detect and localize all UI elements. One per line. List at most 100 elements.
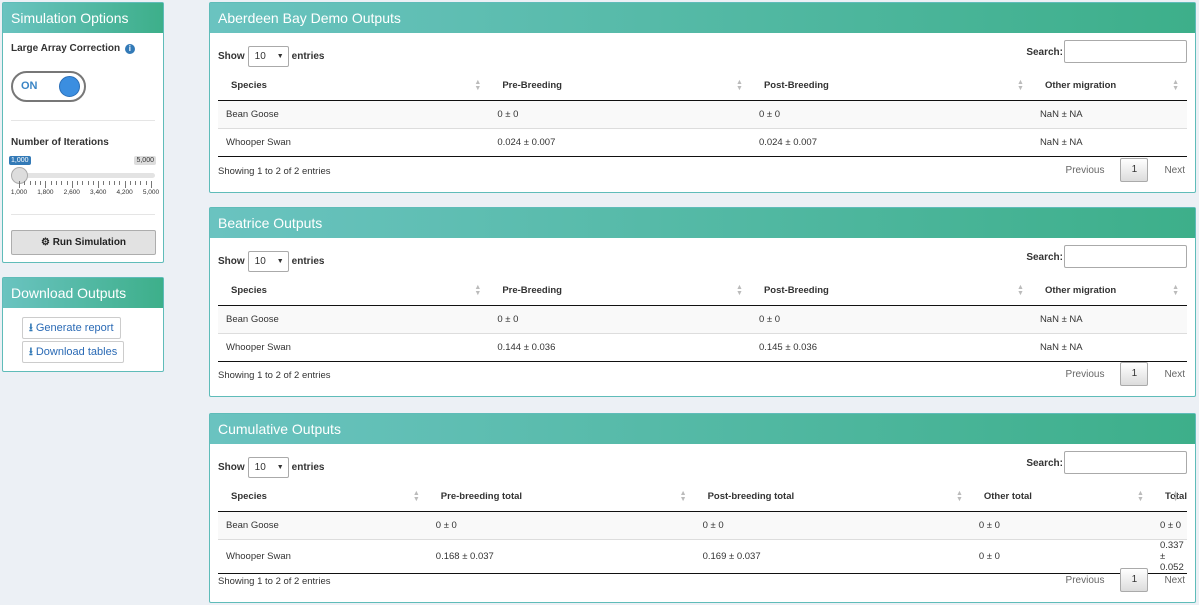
- table-cell: Bean Goose: [218, 305, 490, 334]
- column-header[interactable]: Other migration ▲ ▼: [1031, 276, 1187, 306]
- run-simulation-button[interactable]: ⚙ Run Simulation: [11, 230, 156, 255]
- slider-tick: [55, 181, 57, 185]
- table-cell: NaN ± NA: [1031, 333, 1187, 362]
- next-page-button[interactable]: Next: [1164, 574, 1185, 586]
- column-header-label: Species: [231, 79, 267, 91]
- table-cell: 0.144 ± 0.036: [489, 333, 751, 362]
- next-page-button[interactable]: Next: [1164, 164, 1185, 176]
- search-label: Search:: [1026, 252, 1063, 263]
- table-cell: 0 ± 0: [1151, 511, 1187, 540]
- page-number-button[interactable]: 1: [1120, 568, 1149, 592]
- slider-tick: [82, 181, 84, 185]
- toggle-state-label: ON: [21, 80, 38, 92]
- column-header[interactable]: Pre-Breeding ▲ ▼: [489, 71, 751, 101]
- data-table: Species ▲ ▼ Pre-Breeding ▲ ▼ Post-Breeding ▲ ▼ Ot…: [218, 71, 1187, 157]
- output-panel: Cumulative Outputs Show 10 ▼ entries Search: S…: [209, 413, 1196, 603]
- column-header[interactable]: Post-Breeding ▲ ▼: [750, 276, 1032, 306]
- table-cell: Whooper Swan: [218, 539, 428, 574]
- slider-tick: [145, 181, 147, 185]
- table-cell: 0.169 ± 0.037: [694, 539, 971, 574]
- table-cell: Whooper Swan: [218, 333, 490, 362]
- caret-down-icon: ▼: [276, 464, 284, 471]
- previous-page-button[interactable]: Previous: [1065, 164, 1105, 176]
- column-header[interactable]: Other migration ▲ ▼: [1031, 71, 1187, 101]
- table-cell: 0 ± 0: [970, 539, 1152, 574]
- data-table: Species ▲ ▼ Pre-Breeding ▲ ▼ Post-Breeding ▲ ▼ Ot…: [218, 276, 1187, 362]
- column-header[interactable]: Post-Breeding ▲ ▼: [750, 71, 1032, 101]
- page-length-control: Show 10 ▼ entries: [218, 46, 324, 67]
- info-icon[interactable]: i: [124, 44, 135, 54]
- slider-tick: [29, 181, 31, 185]
- search-input[interactable]: [1064, 451, 1187, 474]
- column-header[interactable]: Post-breeding total ▲ ▼: [694, 482, 971, 512]
- slider-tick-label: 5,000: [142, 189, 160, 196]
- column-header[interactable]: Pre-breeding total ▲ ▼: [427, 482, 695, 512]
- page-length-select[interactable]: 10 ▼: [247, 457, 289, 478]
- show-label: Show: [218, 51, 245, 63]
- column-header-label: Post-Breeding: [763, 284, 829, 296]
- slider-tick: [140, 181, 142, 185]
- page-length-select[interactable]: 10 ▼: [247, 251, 289, 272]
- table-cell: NaN ± NA: [1031, 100, 1187, 129]
- slider-tick: [61, 181, 63, 185]
- page-length-select[interactable]: 10 ▼: [247, 46, 289, 67]
- slider-tick: [34, 181, 36, 185]
- gears-icon: ⚙: [40, 237, 50, 248]
- column-header[interactable]: Pre-Breeding ▲ ▼: [489, 276, 751, 306]
- slider-tick: [77, 181, 79, 185]
- iterations-slider-track[interactable]: [15, 173, 155, 178]
- table-cell: NaN ± NA: [1031, 305, 1187, 334]
- slider-tick: [92, 181, 94, 185]
- pagination: Previous 1 Next: [1066, 158, 1185, 184]
- large-array-toggle[interactable]: ON: [11, 71, 86, 102]
- download-outputs-title: Download Outputs: [3, 278, 163, 308]
- slider-tick: [119, 181, 121, 185]
- simulation-options-box: Simulation Options Large Array Correctio…: [2, 2, 164, 263]
- previous-page-button[interactable]: Previous: [1065, 368, 1105, 380]
- toggle-knob[interactable]: [59, 76, 80, 97]
- download-tables-button[interactable]: ⭳ Download tables: [22, 341, 125, 363]
- sort-icon: ▲ ▼: [412, 490, 420, 503]
- search-label: Search:: [1026, 47, 1063, 58]
- column-header[interactable]: Species ▲ ▼: [218, 482, 428, 512]
- output-panel: Beatrice Outputs Show 10 ▼ entries Search: Spe…: [209, 207, 1196, 397]
- slider-tick: [129, 181, 131, 185]
- panel-title: Cumulative Outputs: [210, 414, 1195, 444]
- search-input[interactable]: [1064, 245, 1187, 268]
- table-header-row: Species ▲ ▼ Pre-Breeding ▲ ▼ Post-Breeding ▲ ▼ Ot…: [218, 276, 1187, 306]
- table-info: Showing 1 to 2 of 2 entries: [218, 166, 331, 177]
- column-header[interactable]: Total ▲ ▼: [1151, 482, 1187, 512]
- slider-tick-label: 3,400: [90, 189, 107, 196]
- simulation-options-title: Simulation Options: [3, 3, 163, 33]
- column-header-label: Other migration: [1044, 284, 1117, 296]
- slider-tick: [108, 181, 110, 185]
- table-cell: 0 ± 0: [970, 511, 1152, 540]
- slider-tick: [66, 181, 68, 185]
- download-tables-label: Download tables: [35, 346, 118, 358]
- previous-page-button[interactable]: Previous: [1065, 574, 1105, 586]
- page-number-button[interactable]: 1: [1120, 158, 1149, 182]
- table-cell: NaN ± NA: [1031, 128, 1187, 157]
- page-number-button[interactable]: 1: [1120, 362, 1149, 386]
- column-header[interactable]: Species ▲ ▼: [218, 276, 490, 306]
- table-cell: 0.024 ± 0.007: [489, 128, 751, 157]
- table-cell: 0 ± 0: [427, 511, 695, 540]
- search-input[interactable]: [1064, 40, 1187, 63]
- divider: [11, 120, 155, 121]
- column-header[interactable]: Other total ▲ ▼: [970, 482, 1152, 512]
- generate-report-button[interactable]: ⭳ Generate report: [22, 317, 121, 339]
- column-header-label: Pre-Breeding: [502, 79, 562, 91]
- next-page-button[interactable]: Next: [1164, 368, 1185, 380]
- column-header[interactable]: Species ▲ ▼: [218, 71, 490, 101]
- column-header-label: Pre-breeding total: [440, 490, 523, 502]
- sort-icon: ▲ ▼: [955, 490, 963, 503]
- column-header-label: Other migration: [1044, 79, 1117, 91]
- panel-title: Aberdeen Bay Demo Outputs: [210, 3, 1195, 33]
- generate-report-label: Generate report: [35, 322, 114, 334]
- column-header-label: Post-Breeding: [763, 79, 829, 91]
- table-cell: Bean Goose: [218, 100, 490, 129]
- panel-title: Beatrice Outputs: [210, 208, 1195, 238]
- table-info: Showing 1 to 2 of 2 entries: [218, 576, 331, 587]
